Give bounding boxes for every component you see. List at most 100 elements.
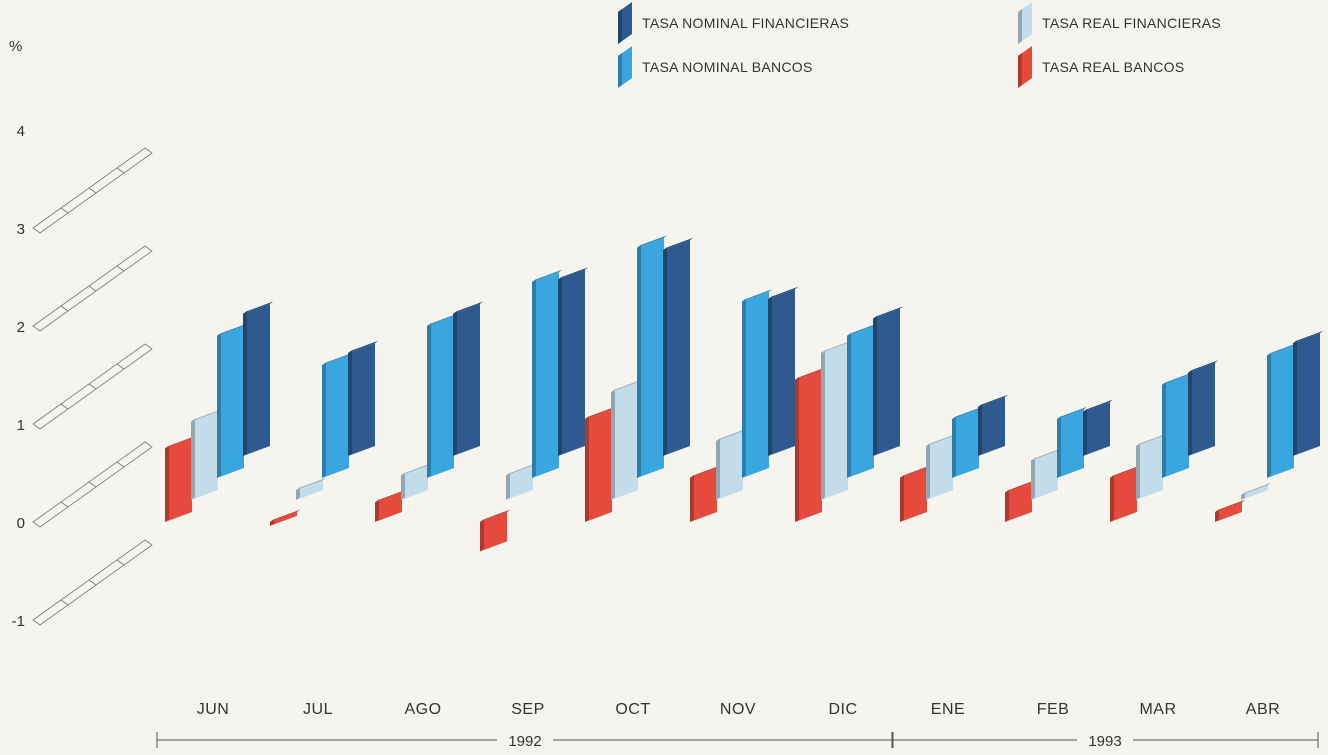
y-axis-ruler-mark: [88, 579, 97, 586]
legend-label: TASA REAL BANCOS: [1042, 59, 1185, 75]
bar-edge: [375, 499, 379, 522]
bar-edge: [532, 279, 536, 478]
y-tick-label: 0: [17, 515, 25, 532]
bar-top: [1241, 482, 1272, 496]
y-axis-ruler-mark: [116, 559, 125, 566]
bar: [690, 467, 717, 522]
x-tick-label-dic: DIC: [828, 701, 857, 718]
bar: [1267, 345, 1294, 478]
legend-label: TASA REAL FINANCIERAS: [1042, 15, 1221, 31]
bar-top: [952, 406, 983, 420]
bar-top: [322, 352, 353, 366]
bar: [847, 325, 874, 478]
bar: [191, 411, 218, 500]
y-axis-ruler-segment: [32, 343, 153, 430]
bar-edge: [191, 418, 195, 500]
legend-swatch-edge: [1018, 53, 1022, 88]
bar: [453, 303, 480, 456]
bar-edge: [926, 443, 930, 500]
bar-edge: [1005, 489, 1009, 522]
bar: [427, 316, 454, 478]
bar-top: [1083, 399, 1114, 412]
bar-edge: [900, 475, 904, 522]
bar: [663, 240, 690, 456]
y-axis-ruler-segment: [32, 147, 153, 234]
bar-top: [978, 394, 1009, 407]
bar-edge: [1215, 509, 1219, 522]
bar-top: [1057, 406, 1088, 420]
bar: [480, 512, 507, 552]
y-axis-ruler-mark: [88, 187, 97, 194]
bar-top: [1188, 360, 1219, 373]
bar-top: [270, 509, 301, 522]
bar: [952, 409, 979, 478]
legend-swatch-edge: [618, 9, 622, 44]
bar: [1215, 502, 1242, 522]
bar-edge: [637, 244, 641, 478]
y-axis-label: %: [9, 38, 22, 55]
bar-edge: [690, 475, 694, 522]
bar-edge: [742, 298, 746, 478]
x-tick-label-sep: SEP: [511, 701, 545, 718]
bar: [1110, 467, 1137, 522]
bar-edge: [1293, 340, 1297, 456]
bar: [243, 303, 270, 456]
y-tick-label: 1: [17, 417, 25, 434]
bar-top: [742, 289, 773, 302]
y-axis-ruler-mark: [60, 403, 69, 410]
bar: [900, 467, 927, 522]
bar-top: [1005, 480, 1036, 493]
y-axis-ruler-mark: [116, 363, 125, 370]
bar-edge: [1031, 458, 1035, 500]
bar: [217, 325, 244, 478]
y-axis-ruler-mark: [88, 481, 97, 488]
bar-top: [690, 465, 721, 478]
bar: [1293, 333, 1320, 456]
bar-top: [873, 306, 904, 319]
bar-top: [1110, 465, 1141, 478]
bar-top: [926, 433, 957, 447]
bar-top: [165, 436, 196, 449]
bar: [506, 465, 533, 500]
bar-edge: [401, 472, 405, 500]
bar: [1136, 436, 1163, 500]
bar-top: [637, 235, 668, 248]
bar-edge: [1267, 352, 1271, 478]
year-label-1992: 1992: [508, 733, 541, 750]
bar-top: [585, 406, 616, 420]
bar: [532, 272, 559, 478]
bar-top: [1267, 343, 1298, 356]
bar-edge: [243, 311, 247, 456]
bar-top: [768, 286, 799, 300]
bar-top: [716, 428, 747, 442]
bar-top: [480, 509, 511, 522]
bar-edge: [716, 438, 720, 500]
x-tick-label-nov: NOV: [720, 701, 756, 718]
bar: [1031, 450, 1058, 500]
bar-top: [401, 463, 432, 476]
bar-edge: [427, 323, 431, 478]
y-tick-label: 3: [17, 221, 25, 238]
bar-top: [217, 323, 248, 336]
x-tick-label-feb: FEB: [1037, 701, 1070, 718]
x-tick-label-abr: ABR: [1246, 701, 1280, 718]
bar: [348, 343, 375, 456]
x-tick-label-mar: MAR: [1139, 701, 1176, 718]
bar: [611, 382, 638, 500]
bar: [1162, 374, 1189, 478]
bar: [926, 436, 953, 500]
bar-top: [243, 301, 274, 314]
x-tick-label-jul: JUL: [303, 701, 333, 718]
bar-edge: [1136, 443, 1140, 500]
bar-edge: [348, 350, 352, 456]
bar-edge: [165, 445, 169, 522]
bar: [873, 308, 900, 456]
y-axis-ruler-mark: [60, 305, 69, 312]
bar-edge: [978, 404, 982, 456]
bar-top: [427, 313, 458, 327]
y-tick-label: 2: [17, 319, 25, 336]
bar-edge: [506, 472, 510, 500]
bar-top: [847, 323, 878, 336]
bar-top: [532, 269, 563, 282]
